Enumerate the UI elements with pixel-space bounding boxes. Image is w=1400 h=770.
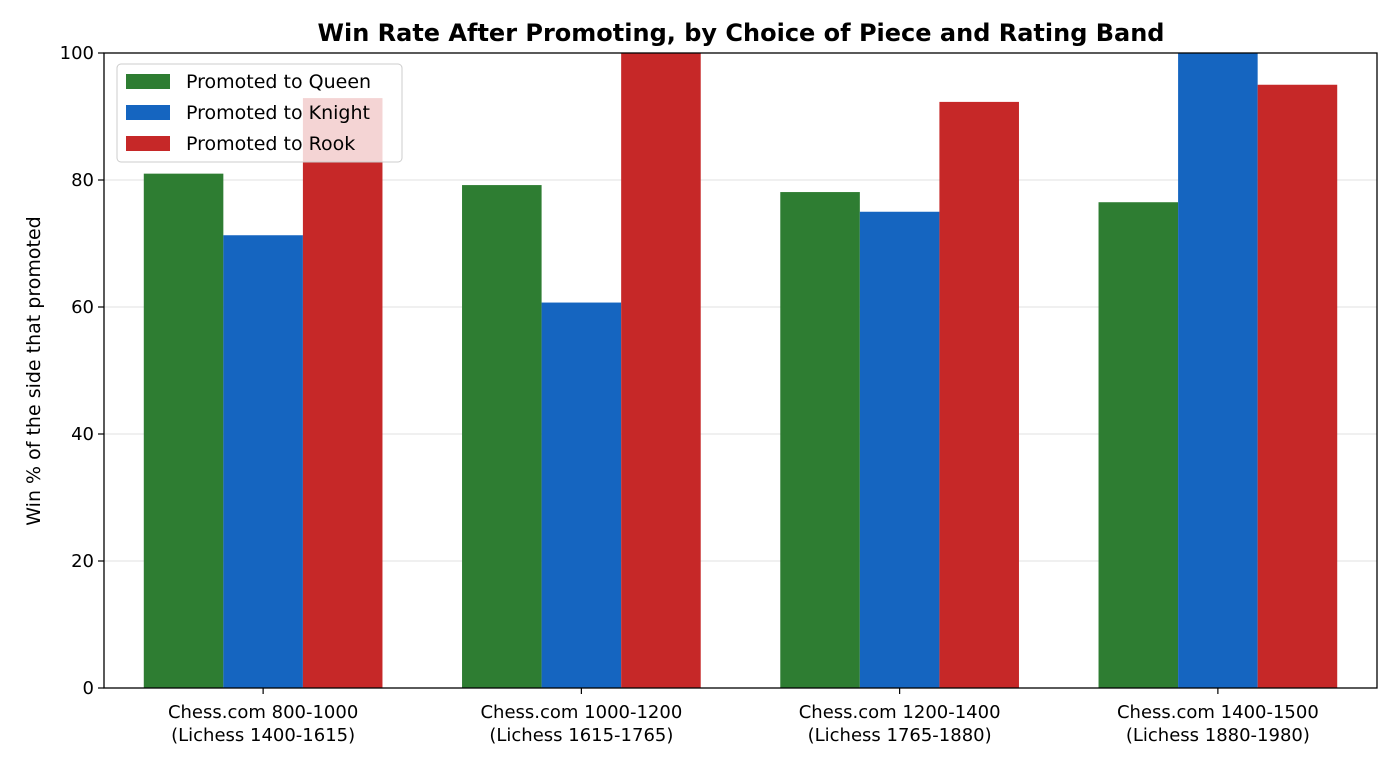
- y-tick-label: 40: [71, 424, 94, 445]
- x-tick-label: Chess.com 1200-1400: [799, 702, 1001, 723]
- legend-swatch: [126, 136, 170, 151]
- legend-label: Promoted to Queen: [186, 71, 371, 93]
- legend-swatch: [126, 105, 170, 120]
- bars: [143, 53, 1338, 688]
- legend-box: [116, 63, 403, 163]
- bar-promoted-to-rook: [302, 98, 383, 688]
- bar-promoted-to-knight: [223, 235, 303, 688]
- y-tick-label: 60: [71, 297, 94, 318]
- y-tick-label: 80: [71, 170, 94, 191]
- x-tick-label: Chess.com 800-1000: [168, 702, 358, 723]
- x-tick-label: (Lichess 1880-1980): [1126, 725, 1310, 746]
- chart-title: Win Rate After Promoting, by Choice of P…: [318, 19, 1165, 47]
- bar-promoted-to-knight: [1178, 53, 1258, 688]
- legend-label: Promoted to Knight: [186, 102, 370, 124]
- legend-label: Promoted to Rook: [186, 133, 355, 155]
- x-tick-label: (Lichess 1765-1880): [808, 725, 992, 746]
- y-tick-label: 20: [71, 551, 94, 572]
- x-tick-label: Chess.com 1400-1500: [1117, 702, 1319, 723]
- bar-promoted-to-knight: [541, 302, 622, 688]
- x-tick-label: (Lichess 1400-1615): [171, 725, 355, 746]
- x-tick-label: Chess.com 1000-1200: [480, 702, 682, 723]
- plot-frame: [103, 52, 1378, 689]
- x-axis-ticks: Chess.com 800-1000(Lichess 1400-1615) Che…: [168, 688, 1319, 746]
- y-axis-ticks: 0 20 40 60 80 100: [60, 43, 104, 699]
- y-axis-label: Win % of the side that promoted: [23, 216, 45, 525]
- y-tick-label: 0: [83, 678, 94, 699]
- bar-promoted-to-queen: [780, 192, 860, 688]
- x-tick-label: (Lichess 1615-1765): [489, 725, 673, 746]
- bar-promoted-to-rook: [939, 101, 1019, 688]
- bar-promoted-to-rook: [1257, 84, 1338, 688]
- bar-promoted-to-queen: [462, 185, 542, 688]
- y-tick-label: 100: [60, 43, 94, 64]
- legend-swatch: [126, 74, 170, 89]
- bar-promoted-to-rook: [621, 53, 701, 688]
- bar-promoted-to-queen: [143, 173, 224, 688]
- bar-promoted-to-queen: [1098, 202, 1179, 688]
- bar-promoted-to-knight: [859, 211, 940, 688]
- legend: Promoted to Queen Promoted to Knight Promo…: [116, 63, 403, 163]
